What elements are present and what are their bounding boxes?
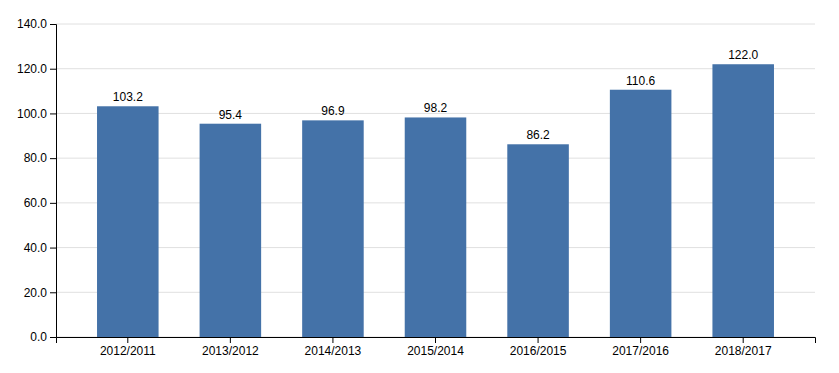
tick-mark [50, 337, 56, 338]
tick-label: 140.0 [17, 17, 47, 31]
bar [302, 120, 364, 337]
tick: 20.0 [24, 286, 56, 300]
tick: 2013/2012 [202, 337, 259, 358]
tick: 0.0 [30, 330, 56, 344]
tick-label: 20.0 [24, 286, 48, 300]
data-label: 122.0 [728, 48, 758, 62]
tick: 2012/2011 [100, 337, 156, 358]
tick-mark [230, 337, 231, 343]
tick: 2015/2014 [407, 337, 464, 358]
data-label: 86.2 [526, 128, 550, 142]
data-label: 110.6 [626, 74, 655, 88]
grid-line [56, 68, 815, 69]
tick: 140.0 [17, 17, 56, 31]
data-label: 103.2 [113, 90, 143, 104]
tick: 2016/2015 [510, 337, 567, 358]
tick-mark [640, 337, 641, 343]
bars [97, 64, 774, 337]
tick: 100.0 [17, 107, 56, 121]
data-label: 96.9 [321, 104, 345, 118]
tick-mark [538, 337, 539, 343]
data-label: 95.4 [219, 108, 243, 122]
tick-mark [743, 337, 744, 343]
data-labels: 103.2 95.4 96.9 98.2 86.2 110.6 122.0 [113, 48, 759, 142]
grid-line [56, 24, 815, 25]
tick: 2017/2016 [612, 337, 669, 358]
tick: 2018/2017 [715, 337, 772, 358]
bar [200, 124, 262, 337]
tick-mark [50, 292, 56, 293]
axis-line [57, 338, 816, 344]
bar [405, 117, 467, 337]
tick-label: 40.0 [24, 241, 48, 255]
chart: 103.2 95.4 96.9 98.2 86.2 110.6 122.0 2012/2011… [0, 0, 839, 373]
bar [507, 144, 569, 337]
tick-mark [50, 24, 56, 25]
axis-line [50, 25, 57, 338]
tick-mark [435, 337, 436, 343]
tick-label: 2015/2014 [407, 344, 464, 358]
tick-mark [50, 248, 56, 249]
tick-mark [332, 337, 333, 343]
tick-label: 60.0 [24, 196, 48, 210]
tick-mark [127, 337, 128, 343]
tick: 80.0 [24, 151, 56, 165]
tick: 120.0 [17, 62, 56, 76]
tick-mark [50, 158, 56, 159]
bar [97, 106, 159, 337]
y-axis: 0.0 20.0 40.0 60.0 80.0 100.0 120.0 140.0 [17, 17, 57, 344]
x-axis: 2012/2011 2013/2012 2014/2013 2015/2014 2016… [57, 337, 816, 358]
tick: 40.0 [24, 241, 56, 255]
tick-mark [50, 203, 56, 204]
tick-mark [50, 69, 56, 70]
grid [56, 24, 815, 337]
tick-label: 2018/2017 [715, 344, 772, 358]
tick-label: 0.0 [30, 330, 47, 344]
tick-label: 2012/2011 [100, 344, 156, 358]
tick-label: 2013/2012 [202, 344, 259, 358]
tick-label: 120.0 [17, 62, 47, 76]
tick-label: 2017/2016 [612, 344, 669, 358]
tick-label: 2014/2013 [305, 344, 362, 358]
bar [712, 64, 774, 337]
tick-label: 80.0 [24, 151, 48, 165]
tick-mark [50, 113, 56, 114]
plot: 103.2 95.4 96.9 98.2 86.2 110.6 122.0 2012/2011… [17, 17, 816, 357]
tick: 60.0 [24, 196, 56, 210]
data-label: 98.2 [424, 101, 448, 115]
tick: 2014/2013 [305, 337, 362, 358]
tick-label: 100.0 [17, 107, 47, 121]
tick-label: 2016/2015 [510, 344, 567, 358]
bar [610, 90, 672, 337]
